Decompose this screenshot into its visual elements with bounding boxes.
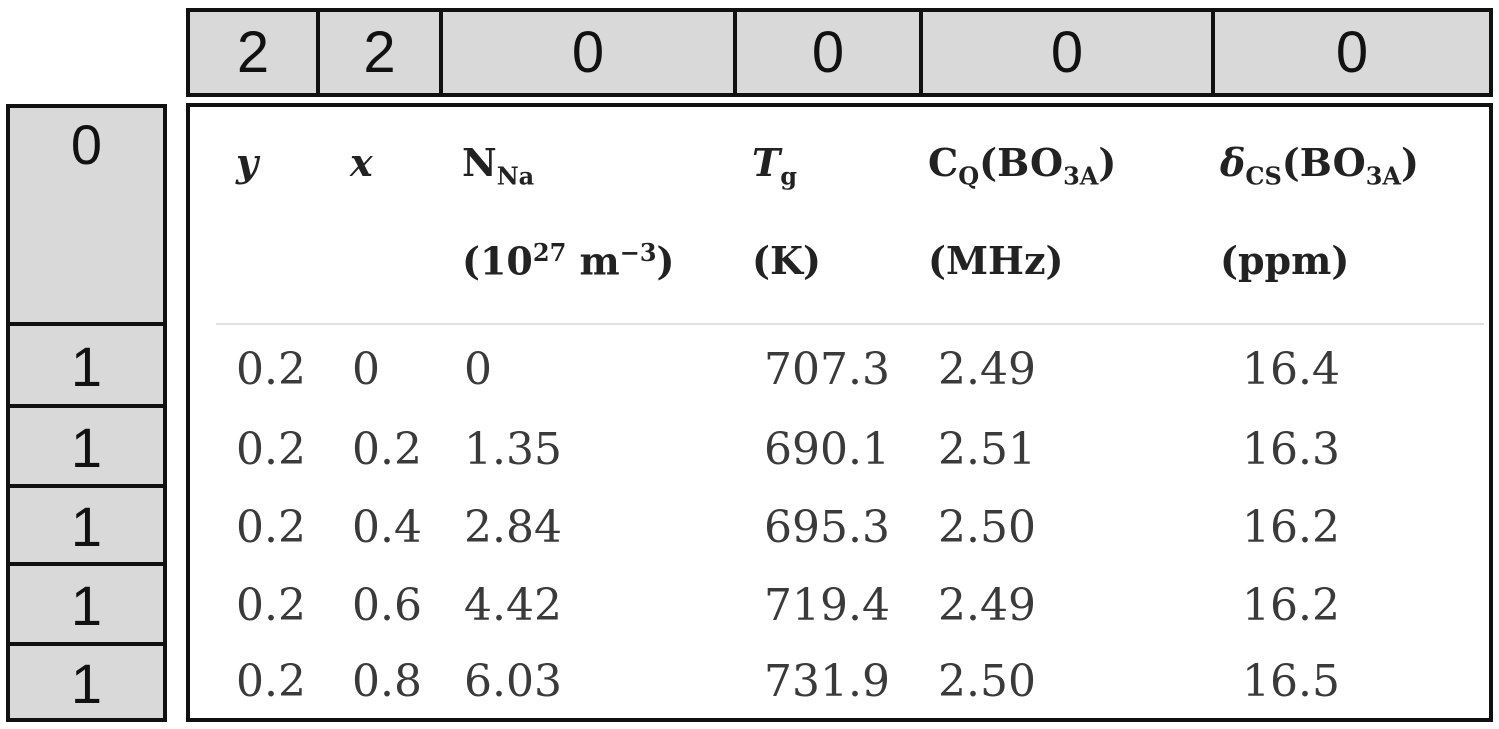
- cell-r3-n-na: 2.84: [464, 502, 562, 553]
- column-code-4: 0: [737, 12, 923, 93]
- column-code-2: 2: [320, 12, 443, 93]
- cell-r4-y: 0.2: [236, 580, 306, 631]
- column-code-6: 0: [1335, 20, 1369, 85]
- header-n-na: NNa: [462, 140, 535, 191]
- header-tg: Tg: [752, 140, 798, 191]
- row-code-1: 1: [6, 322, 167, 408]
- header-cq: CQ(BO3A): [928, 140, 1117, 191]
- cell-r3-tg: 695.3: [764, 502, 890, 553]
- cell-r2-tg: 690.1: [764, 424, 890, 475]
- header-y: y: [236, 140, 259, 185]
- cell-r2-x: 0.2: [352, 424, 422, 475]
- row-code-header: 0: [6, 104, 167, 326]
- cell-r5-x: 0.8: [352, 656, 422, 707]
- unit-n-na: (1027 m−3): [462, 238, 675, 284]
- header-x: x: [350, 140, 373, 185]
- cell-r5-delta-cs: 16.5: [1242, 656, 1340, 707]
- cell-r1-x: 0: [352, 344, 380, 395]
- unit-cq: (MHz): [928, 238, 1064, 283]
- cell-r5-cq: 2.50: [938, 656, 1036, 707]
- column-code-bar: 2 2 0 0 0 0: [186, 8, 1493, 97]
- cell-r1-y: 0.2: [236, 344, 306, 395]
- cell-r3-y: 0.2: [236, 502, 306, 553]
- unit-delta-cs: (ppm): [1220, 238, 1350, 283]
- column-code-3: 0: [443, 12, 737, 93]
- cell-r1-cq: 2.49: [938, 344, 1036, 395]
- row-code-3: 1: [6, 484, 167, 566]
- cell-r4-delta-cs: 16.2: [1242, 580, 1340, 631]
- cell-r4-x: 0.6: [352, 580, 422, 631]
- cell-r2-n-na: 1.35: [464, 424, 562, 475]
- cell-r3-delta-cs: 16.2: [1242, 502, 1340, 553]
- cell-r5-tg: 731.9: [764, 656, 890, 707]
- row-code-4: 1: [6, 562, 167, 646]
- column-code-1: 2: [190, 12, 320, 93]
- cell-r1-tg: 707.3: [764, 344, 890, 395]
- cell-r4-tg: 719.4: [764, 580, 890, 631]
- column-code-5: 0: [923, 12, 1215, 93]
- cell-r4-cq: 2.49: [938, 580, 1036, 631]
- cell-r1-n-na: 0: [464, 344, 492, 395]
- row-code-2: 1: [6, 404, 167, 488]
- cell-r4-n-na: 4.42: [464, 580, 562, 631]
- cell-r2-y: 0.2: [236, 424, 306, 475]
- header-delta-cs: δCS(BO3A): [1220, 140, 1420, 191]
- header-divider: [216, 323, 1484, 325]
- cell-r5-n-na: 6.03: [464, 656, 562, 707]
- cell-r3-cq: 2.50: [938, 502, 1036, 553]
- cell-r3-x: 0.4: [352, 502, 422, 553]
- cell-r5-y: 0.2: [236, 656, 306, 707]
- cell-r2-delta-cs: 16.3: [1242, 424, 1340, 475]
- cell-r2-cq: 2.51: [938, 424, 1036, 475]
- cell-r1-delta-cs: 16.4: [1242, 344, 1340, 395]
- unit-tg: (K): [752, 238, 821, 283]
- data-table-panel: [186, 103, 1493, 722]
- row-code-5: 1: [6, 642, 167, 722]
